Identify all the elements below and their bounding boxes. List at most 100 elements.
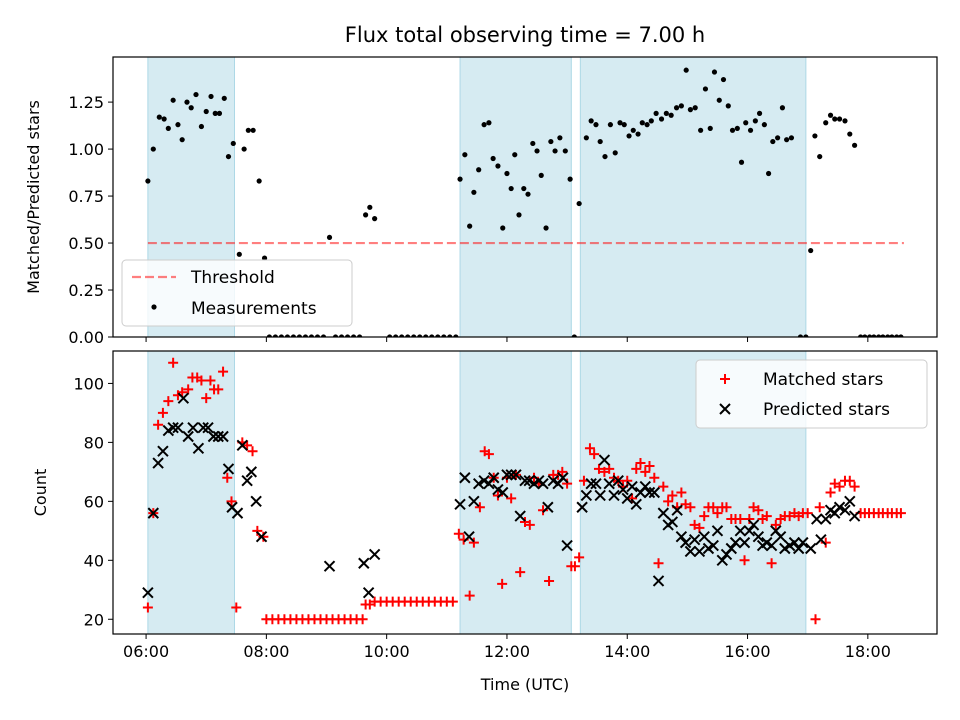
matched-star-point [649,472,660,483]
legend-measurement-label: Measurements [191,299,317,319]
measurement-point [198,123,205,130]
predicted-star-point [797,536,809,549]
measurement-point [827,112,834,118]
predicted-star-point [241,475,253,487]
measurement-point [441,334,447,337]
predicted-star-point [488,472,500,484]
predicted-star-point [472,477,485,490]
measurement-point [543,225,549,231]
predicted-star-point [612,475,624,487]
measurement-point [784,137,790,143]
measurement-point [467,223,473,229]
measurement-point [278,334,285,337]
measurement-point [538,172,544,178]
measurement-point [648,118,654,124]
measurement-point [411,334,417,337]
measurement-point [447,334,453,337]
measurement-point [272,334,278,337]
predicted-star-point [792,542,805,555]
predicted-star-point [626,480,638,493]
predicted-star-point [501,469,513,481]
measurement-point [261,255,268,261]
x-tick-label: 14:00 [604,642,650,661]
matched-star-point [168,357,179,368]
matched-star-point [834,481,845,492]
predicted-star-point [250,495,262,508]
matched-star-point [557,466,568,477]
measurement-point [738,159,745,165]
measurement-point [653,110,659,116]
measurement-point [871,334,877,337]
measurement-point [842,118,848,124]
count-panel: 20 40 60 80 100 06:00 08:00 10:00 12:00 14:00 16:0… [31,350,938,694]
measurement-point [332,334,339,337]
matched-star-point [222,472,233,483]
measurement-point [673,105,680,111]
measurement-point [621,122,627,128]
legend-threshold-label: Threshold [190,268,275,288]
x-tick-label: 12:00 [484,642,530,661]
matched-star-point [635,458,646,469]
measurement-point [743,120,749,126]
matched-star-point [242,440,253,451]
matched-star-point [153,419,164,430]
measurement-point [836,116,843,122]
measurement-point [788,135,795,141]
predicted-star-point [738,536,751,549]
measurement-point [711,69,718,75]
predicted-star-point [671,504,683,516]
matched-star-point [562,478,573,489]
y-tick-label: 100 [73,374,104,393]
matched-star-point [492,490,503,501]
observing-window-band [459,350,572,635]
predicted-star-point [698,531,710,543]
y-tick-label: 0.75 [68,187,104,206]
matched-star-point [201,393,212,404]
matched-star-point [574,552,585,563]
predicted-star-point [182,430,194,443]
predicted-star-point [468,495,480,508]
matched-star-point [753,505,764,516]
predicted-star-point [594,489,606,502]
measurement-point [481,122,487,128]
measurement-point [626,133,632,139]
x-axis-label: Time (UTC) [480,675,569,694]
predicted-star-point [675,531,688,543]
predicted-star-point [833,501,846,513]
matched-star-point [814,502,825,513]
matched-star-point [739,555,750,566]
predicted-star-point [711,525,724,537]
measurement-point [290,334,297,337]
measurement-point [548,138,554,145]
measurement-point [602,153,608,160]
matched-star-point [497,578,508,589]
measurement-point [867,334,873,337]
predicted-star-point [197,421,209,434]
measurement-point [245,127,251,133]
measurement-point [179,137,185,143]
predicted-star-point [648,486,661,499]
measurement-point [284,334,291,337]
measurement-point [417,334,423,337]
matched-star-point [213,384,224,395]
x-tick-label: 08:00 [243,642,289,661]
matched-star-point [604,463,615,474]
predicted-star-point [688,533,701,546]
measurement-point [161,116,167,122]
measurement-point [852,142,858,148]
predicted-star-point [561,539,573,552]
predicted-star-point [459,472,471,484]
axes-frame [112,56,938,338]
matched-star-point [538,505,549,516]
measurement-point [150,146,156,152]
measurement-point [683,67,689,73]
matched-star-point [447,596,458,607]
measurement-point [583,135,589,141]
measurement-point [808,247,814,254]
measurement-point [812,133,818,139]
matched-star-point [163,396,174,407]
observing-window-band [459,56,572,338]
matched-star-point [157,407,168,418]
measurement-point [593,122,599,128]
measurement-point [302,334,309,337]
